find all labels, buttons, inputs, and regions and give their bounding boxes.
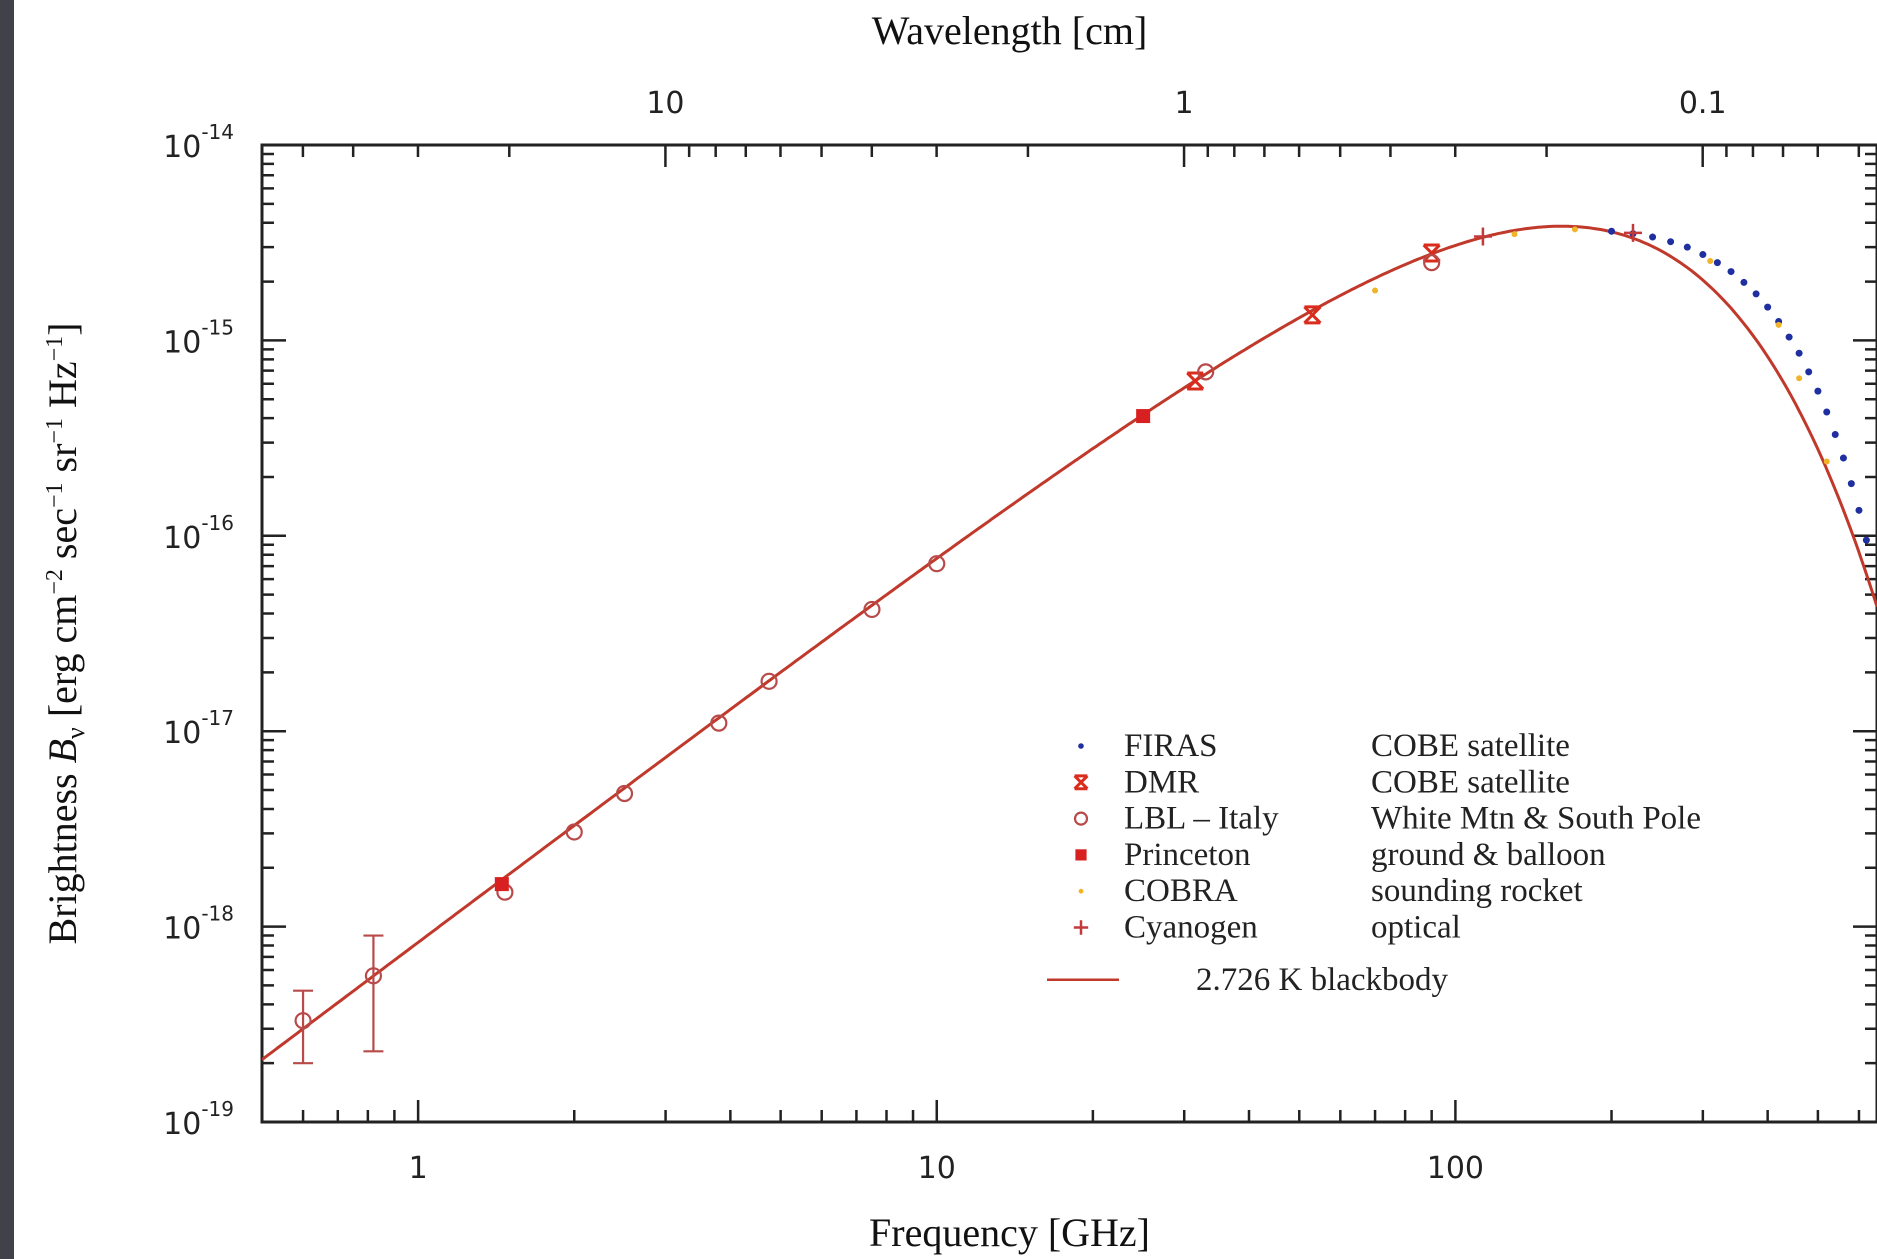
- data-point: [1839, 454, 1847, 462]
- error-bar: [293, 989, 314, 1065]
- data-point: [1511, 231, 1518, 238]
- legend-source: COBE satellite: [1371, 764, 1570, 800]
- data-point: [1764, 303, 1772, 311]
- legend-source: COBE satellite: [1371, 728, 1570, 764]
- data-point: [1862, 536, 1870, 544]
- blackbody-line: [262, 224, 1877, 1061]
- data-point: [760, 672, 778, 690]
- data-point: [1649, 233, 1657, 241]
- data-point: [1372, 287, 1379, 294]
- y-axis-title: Brightness Bν [erg cm−2 sec−1 sr−1 Hz−1]: [40, 323, 90, 945]
- legend-marker: [1073, 811, 1089, 826]
- legend-name: FIRAS: [1124, 728, 1218, 764]
- legend-name: Princeton: [1124, 837, 1250, 873]
- data-point: [1775, 321, 1782, 328]
- data-point: [615, 784, 634, 803]
- x2-axis-title: Wavelength [cm]: [872, 8, 1148, 53]
- x2-tick-label: 0.1: [1679, 86, 1727, 121]
- x-tick-label: 10: [918, 1151, 956, 1186]
- data-point: [494, 877, 509, 892]
- data-point: [1847, 480, 1855, 488]
- data-point: [1785, 333, 1793, 341]
- data-point: [1740, 278, 1748, 286]
- y-tick-label: 10-18: [163, 902, 234, 947]
- data-point: [1823, 408, 1831, 416]
- legend-marker: [1078, 743, 1084, 749]
- data-point: [1623, 223, 1642, 242]
- data-point: [1823, 458, 1830, 465]
- legend-source: optical: [1371, 910, 1461, 946]
- data-point: [1571, 226, 1578, 233]
- data-point: [710, 714, 728, 732]
- legend-name: Cyanogen: [1124, 910, 1258, 946]
- legend-source: White Mtn & South Pole: [1371, 801, 1701, 837]
- legend-name: LBL – Italy: [1124, 801, 1279, 837]
- data-point: [1805, 368, 1813, 376]
- data-point: [1423, 254, 1441, 272]
- data-point: [294, 1012, 312, 1030]
- data-point: [863, 600, 881, 619]
- data-point: [1186, 371, 1205, 391]
- data-point: [1727, 268, 1735, 276]
- data-point: [1608, 227, 1616, 235]
- data-point: [1197, 363, 1215, 381]
- data-point: [1667, 238, 1675, 246]
- plot-frame: [260, 143, 1877, 1124]
- x2-tick-label: 10: [646, 86, 684, 121]
- x2-tick-label: 1: [1175, 86, 1194, 121]
- data-point: [1707, 257, 1714, 264]
- legend-marker: [1075, 849, 1087, 861]
- data-point: [565, 823, 583, 841]
- tick-labels: 1 10 100 10 1 0.1 10-14 10-15 10-16 10-17 10-18 10-…: [163, 86, 1726, 1186]
- legend-marker: [1078, 888, 1084, 894]
- data-point: [364, 967, 383, 985]
- legend-blackbody: 2.726 K blackbody: [1196, 962, 1449, 998]
- data-points: [293, 223, 1870, 1065]
- legend-marker: [1073, 920, 1089, 935]
- y-tick-label: 10-19: [163, 1097, 234, 1142]
- legend-name: COBRA: [1124, 873, 1238, 909]
- data-point: [1796, 375, 1803, 382]
- data-point: [1831, 430, 1839, 438]
- plot-border: [260, 143, 1877, 1124]
- data-point: [1699, 251, 1707, 259]
- legend-name: DMR: [1124, 764, 1199, 800]
- data-point: [928, 555, 946, 573]
- data-point: [1855, 506, 1863, 514]
- data-point: [1683, 243, 1691, 251]
- data-point: [1422, 243, 1441, 263]
- data-point: [1136, 409, 1151, 424]
- cmb-spectrum-chart: Wavelength [cm] Frequency [GHz] Brightne…: [40, 8, 1877, 1255]
- blackbody-curve: [262, 224, 1877, 1061]
- y-tick-label: 10-16: [163, 511, 234, 556]
- legend-marker: [1073, 774, 1089, 791]
- data-point: [1752, 290, 1760, 298]
- x-tick-label: 1: [409, 1151, 428, 1186]
- x-axis-title: Frequency [GHz]: [869, 1210, 1150, 1255]
- legend-source: sounding rocket: [1371, 873, 1583, 909]
- legend: FIRAS COBE satellite DMR COBE satellite LBL …: [1047, 728, 1701, 998]
- axis-ticks: [260, 145, 1877, 1124]
- data-point: [1713, 259, 1721, 267]
- error-bar: [363, 934, 384, 1053]
- tick-marks: [260, 145, 1877, 1124]
- data-point: [1814, 387, 1822, 395]
- legend-source: ground & balloon: [1371, 837, 1606, 873]
- y-tick-label: 10-15: [163, 315, 234, 360]
- y-tick-label: 10-17: [163, 706, 234, 751]
- x-tick-label: 100: [1427, 1151, 1484, 1186]
- data-point: [1795, 349, 1803, 357]
- data-point: [1473, 227, 1492, 246]
- chart-frame: Wavelength [cm] Frequency [GHz] Brightne…: [14, 0, 1877, 1259]
- data-point: [1303, 305, 1322, 325]
- y-tick-label: 10-14: [163, 120, 234, 165]
